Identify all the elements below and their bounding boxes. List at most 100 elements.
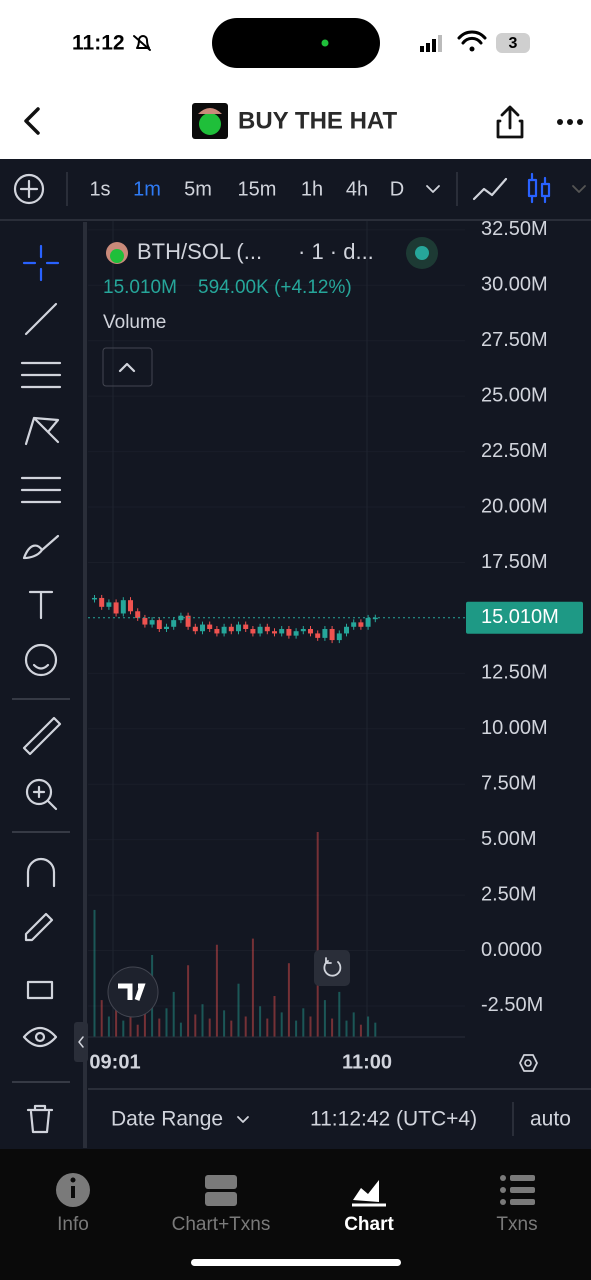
panel-separators xyxy=(12,698,70,1083)
volume-bar xyxy=(201,1004,204,1037)
candle-body xyxy=(243,624,249,629)
text-tool[interactable] xyxy=(28,590,54,620)
delete-tool[interactable] xyxy=(26,1104,54,1134)
interval-button[interactable]: 15m xyxy=(238,178,277,200)
legend-symbol[interactable]: BTH/SOL (... xyxy=(137,239,262,264)
volume-bar xyxy=(345,1020,348,1037)
candles xyxy=(92,594,378,644)
unlock-tool[interactable] xyxy=(26,980,54,1000)
candle-body xyxy=(185,615,191,627)
tab-chart[interactable]: Chart xyxy=(344,1214,394,1235)
collapse-chevron xyxy=(118,362,136,373)
interval-button[interactable]: 1s xyxy=(89,178,110,200)
volume-bar xyxy=(266,1018,269,1037)
wifi-icon xyxy=(457,30,487,45)
volume-bar xyxy=(259,1006,262,1037)
date-range-chevron xyxy=(237,1116,249,1123)
wifi-dot xyxy=(469,46,475,52)
volume-bar xyxy=(230,1020,233,1037)
y-tick-label: 10.00M xyxy=(481,717,548,739)
interval-button[interactable]: 4h xyxy=(346,178,368,200)
volume-bar xyxy=(352,1012,355,1037)
volume-bar xyxy=(273,996,276,1037)
visibility-tool[interactable] xyxy=(22,1026,58,1048)
back-button[interactable] xyxy=(24,107,40,135)
candle-body xyxy=(279,629,285,634)
scale-auto[interactable]: auto xyxy=(530,1108,571,1131)
volume-bar xyxy=(309,1016,312,1037)
clock: 11:12:42 (UTC+4) xyxy=(310,1108,477,1131)
brush-tool[interactable] xyxy=(22,534,60,560)
volume-bar xyxy=(215,944,218,1037)
y-tick-label: 20.00M xyxy=(481,495,548,517)
volume-bar xyxy=(107,1016,110,1037)
x-tick-label: 11:00 xyxy=(342,1051,392,1073)
volume-bar xyxy=(208,1018,211,1037)
reset-chart[interactable] xyxy=(314,950,350,986)
y-tick-label: 32.50M xyxy=(481,218,548,240)
interval-button[interactable]: 1h xyxy=(301,178,323,200)
share-button[interactable] xyxy=(496,105,524,139)
volume-bar xyxy=(374,1022,377,1037)
more-button[interactable] xyxy=(557,119,583,125)
magnet-tool[interactable] xyxy=(26,857,56,888)
add-indicator-button[interactable] xyxy=(13,173,45,205)
ruler-tool[interactable] xyxy=(22,716,62,756)
volume-bar xyxy=(187,965,190,1037)
fib-tool[interactable] xyxy=(20,361,62,389)
candle-body xyxy=(207,624,213,629)
volume-bar xyxy=(302,1008,305,1037)
tab-info[interactable]: Info xyxy=(57,1214,89,1235)
line-chart-button[interactable] xyxy=(472,177,508,201)
tab-bar xyxy=(0,1149,591,1280)
candle-chart-button[interactable] xyxy=(527,172,551,204)
emoji-tool[interactable] xyxy=(24,643,58,677)
tab-txns[interactable]: Txns xyxy=(496,1214,537,1235)
volume-bar xyxy=(367,1016,370,1037)
chart-type-dropdown[interactable] xyxy=(572,185,586,193)
date-range-button[interactable]: Date Range xyxy=(111,1108,223,1131)
candle-body xyxy=(113,602,119,614)
mute-icon xyxy=(133,35,151,51)
candle-body xyxy=(257,626,263,634)
trendline-tool[interactable] xyxy=(24,302,58,336)
candle-body xyxy=(250,629,256,634)
signal-icon xyxy=(420,35,442,52)
interval-dropdown[interactable] xyxy=(426,185,440,193)
grid xyxy=(88,229,465,1007)
projection-tool[interactable] xyxy=(20,476,62,504)
txns-icon xyxy=(500,1175,535,1205)
volume-bar xyxy=(295,1020,298,1037)
reset-icon xyxy=(323,957,342,977)
zoom-tool[interactable] xyxy=(25,778,53,806)
dynamic-island xyxy=(212,18,380,68)
volume-bar xyxy=(165,1008,168,1037)
candle-body xyxy=(300,629,306,632)
panel-toggle[interactable] xyxy=(74,1022,88,1062)
status-time: 11:12 xyxy=(72,32,125,55)
pattern-tool[interactable] xyxy=(24,416,60,446)
crosshair-tool[interactable] xyxy=(22,244,60,282)
y-tick-label: 0.0000 xyxy=(481,939,542,961)
tab-chart-txns[interactable]: Chart+Txns xyxy=(172,1214,271,1235)
y-tick-label: 25.00M xyxy=(481,384,548,406)
candle-body xyxy=(236,624,241,632)
candle-body xyxy=(200,624,205,632)
candle-body xyxy=(214,629,220,634)
volume-bar xyxy=(223,1010,226,1037)
y-tick-label: 2.50M xyxy=(481,883,537,905)
candle-body xyxy=(351,622,357,627)
interval-button[interactable]: 1m xyxy=(133,178,161,200)
chart-settings[interactable] xyxy=(519,1054,538,1072)
lock-drawings-tool[interactable] xyxy=(24,912,54,942)
candle-body xyxy=(178,615,184,621)
candle-body xyxy=(365,617,371,627)
interval-button[interactable]: D xyxy=(390,178,404,200)
drawing-tools xyxy=(20,244,62,1134)
candle-body xyxy=(228,626,234,632)
collapse-legend[interactable] xyxy=(102,347,153,387)
legend-last: 15.010M xyxy=(103,277,177,298)
tv-logo[interactable] xyxy=(107,966,159,1018)
interval-button[interactable]: 5m xyxy=(184,178,212,200)
market-status-dot xyxy=(415,246,429,260)
